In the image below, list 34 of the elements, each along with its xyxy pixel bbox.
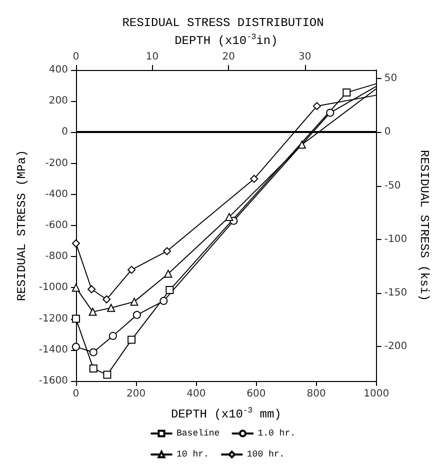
legend-label: 100 hr. xyxy=(246,450,285,460)
x2-tick-label: 20 xyxy=(222,52,235,62)
y-tick-label: -600 xyxy=(45,220,68,231)
x-tick-label: 200 xyxy=(126,388,146,400)
y2-tick-label: -150 xyxy=(384,288,408,299)
chart-title: RESIDUAL STRESS DISTRIBUTION xyxy=(122,16,324,30)
y2-tick-label: 50 xyxy=(384,73,398,84)
y2-tick-label: -100 xyxy=(384,234,408,245)
y-axis-title: RESIDUAL STRESS (MPa) xyxy=(15,150,29,302)
x2-tick-label: 30 xyxy=(298,52,312,62)
legend-label: 10 hr. xyxy=(176,450,209,460)
y-tick-label: -1000 xyxy=(38,282,68,294)
y-tick-label: 0 xyxy=(62,126,68,138)
y-tick-label: -1600 xyxy=(38,376,68,386)
legend-label: Baseline xyxy=(176,428,220,438)
x2-tick-label: 0 xyxy=(72,52,80,62)
y-tick-label: 400 xyxy=(48,64,68,76)
y2-tick-label: 0 xyxy=(384,126,391,138)
y-tick-label: -1200 xyxy=(38,313,68,324)
x2-tick-label: 10 xyxy=(146,52,159,62)
y-tick-label: -1400 xyxy=(38,344,68,356)
x-tick-label: 400 xyxy=(186,388,206,400)
y2-tick-label: -200 xyxy=(384,341,408,352)
legend-label: 1.0 hr. xyxy=(258,428,296,438)
x-tick-label: 600 xyxy=(246,388,266,400)
x-tick-label: 800 xyxy=(306,388,326,400)
y2-axis-title: RESIDUAL STRESS (ksi) xyxy=(417,150,431,302)
x-tick-label: 1000 xyxy=(364,388,390,400)
y-tick-label: -800 xyxy=(45,251,68,262)
y-tick-label: 200 xyxy=(48,96,68,107)
y-tick-label: -200 xyxy=(45,158,68,169)
x-tick-label: 0 xyxy=(72,388,80,400)
y-tick-label: -400 xyxy=(45,188,68,200)
y2-tick-label: -50 xyxy=(384,180,401,192)
